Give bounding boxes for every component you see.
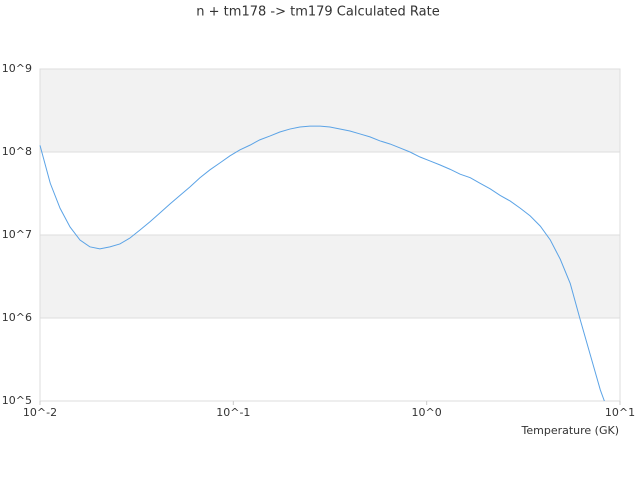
x-tick-label: 10^0 xyxy=(412,406,442,419)
series-line xyxy=(39,125,605,402)
grid-band xyxy=(40,69,620,152)
x-axis-label: Temperature (GK) xyxy=(521,424,620,437)
chart-title: n + tm178 -> tm179 Calculated Rate xyxy=(196,5,439,20)
y-tick-label: 10^5 xyxy=(2,394,32,407)
x-tick-label: 10^-1 xyxy=(216,406,250,419)
y-tick-label: 10^8 xyxy=(2,145,32,158)
y-tick-label: 10^6 xyxy=(2,311,32,324)
y-tick-label: 10^7 xyxy=(2,228,32,241)
x-tick-label: 10^1 xyxy=(605,406,635,419)
grid-band xyxy=(40,235,620,318)
x-tick-label: 10^-2 xyxy=(23,406,57,419)
y-tick-label: 10^9 xyxy=(2,62,32,75)
